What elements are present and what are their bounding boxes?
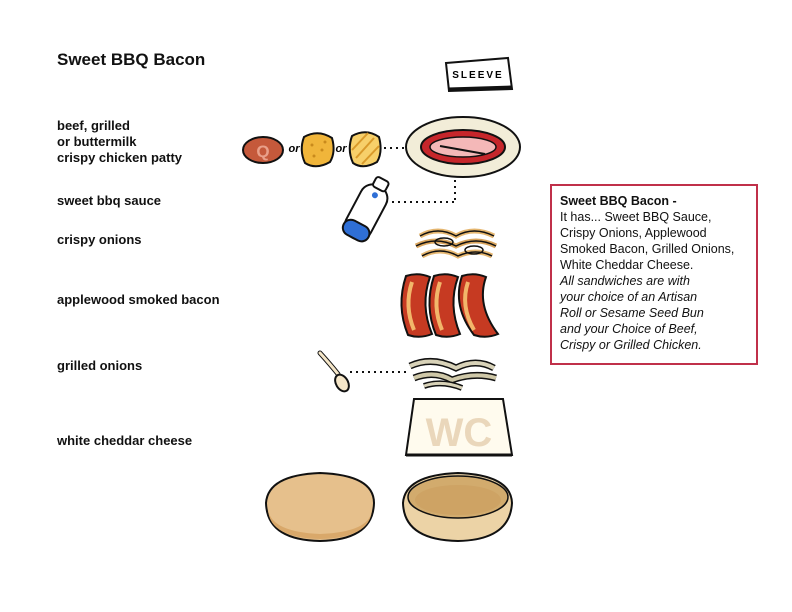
description-heading: Sweet BBQ Bacon -: [560, 194, 677, 208]
cheese-slice-icon: WC: [404, 398, 514, 457]
description-note-line: All sandwiches are with: [560, 274, 690, 288]
q-letter: Q: [256, 142, 269, 161]
q-patty-icon: Q: [242, 136, 284, 164]
label-cheese: white cheddar cheese: [57, 433, 193, 448]
description-line: White Cheddar Cheese.: [560, 258, 694, 272]
description-box: Sweet BBQ Bacon - It has... Sweet BBQ Sa…: [550, 184, 758, 365]
sleeve-label: SLEEVE: [452, 70, 503, 81]
bun-top-icon: [264, 471, 376, 543]
description-note-line: Crispy or Grilled Chicken.: [560, 338, 702, 352]
page-title: Sweet BBQ Bacon: [57, 50, 206, 69]
description-line: Crispy Onions, Applewood: [560, 226, 707, 240]
patty-plate-icon: [405, 116, 521, 178]
description-note-line: Roll or Sesame Seed Bun: [560, 306, 704, 320]
crispy-chicken-icon: [300, 132, 335, 168]
sleeve-icon: SLEEVE: [444, 56, 514, 93]
description-line: Smoked Bacon, Grilled Onions,: [560, 242, 735, 256]
label-sauce: sweet bbq sauce: [57, 193, 162, 208]
label-crispy-onions: crispy onions: [57, 232, 142, 247]
cheese-letters: WC: [426, 411, 493, 455]
bacon-icon: [400, 273, 500, 338]
spoon-icon: [317, 350, 350, 393]
grilled-onions-icon: [408, 358, 497, 391]
description-note-line: your choice of an Artisan: [560, 290, 698, 304]
sauce-bottle-icon: [341, 176, 390, 243]
label-protein: beef, grilled or buttermilk crispy chick…: [57, 118, 182, 165]
grilled-chicken-icon: [348, 131, 382, 168]
label-grilled-onions: grilled onions: [57, 358, 143, 373]
or-text-1: or: [289, 143, 301, 155]
bun-bottom-icon: [401, 471, 514, 543]
or-text-2: or: [336, 143, 348, 155]
crispy-onions-icon: [414, 228, 498, 259]
description-note-line: and your Choice of Beef,: [560, 322, 698, 336]
label-bacon: applewood smoked bacon: [57, 292, 220, 307]
description-line: It has... Sweet BBQ Sauce,: [560, 210, 712, 224]
